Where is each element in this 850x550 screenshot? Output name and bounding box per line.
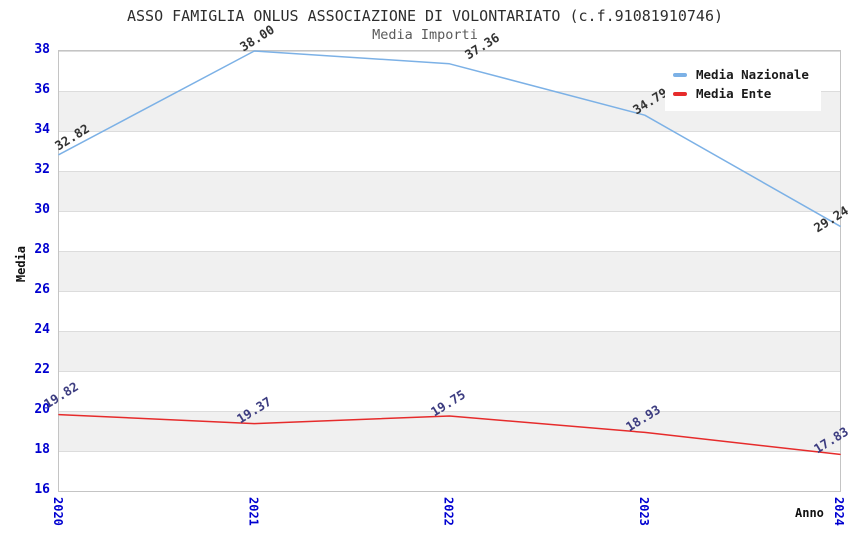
chart-subtitle: Media Importi: [372, 27, 478, 43]
legend-item-0: Media Nazionale: [673, 67, 809, 83]
series-lines: [58, 50, 841, 456]
y-tick-label: 30: [34, 202, 50, 217]
y-tick-label: 28: [34, 242, 50, 257]
x-axis-label: Anno: [795, 506, 824, 520]
y-axis-label: Media: [14, 246, 28, 283]
y-tick-label: 20: [34, 402, 50, 417]
legend: Media Nazionale Media Ente: [665, 58, 821, 111]
x-tick-label: 2024: [832, 497, 846, 526]
x-tick-label: 2023: [636, 497, 651, 526]
legend-label: Media Ente: [696, 86, 772, 101]
x-tick-label: 2021: [246, 497, 261, 526]
legend-line-swatch: [673, 92, 687, 96]
y-tick-label: 24: [34, 322, 50, 337]
legend-item-1: Media Ente: [673, 86, 809, 102]
y-tick-label: 36: [34, 82, 50, 97]
legend-label: Media Nazionale: [696, 67, 809, 82]
y-tick-label: 16: [34, 482, 50, 497]
y-tick-label: 38: [34, 42, 50, 57]
series-line: [58, 50, 841, 227]
chart-title: ASSO FAMIGLIA ONLUS ASSOCIAZIONE DI VOLO…: [126, 7, 724, 25]
series-line: [58, 413, 841, 456]
legend-line-swatch: [673, 73, 687, 77]
plot-area: [58, 50, 841, 492]
x-tick-label: 2022: [441, 497, 456, 526]
y-tick-label: 34: [34, 122, 50, 137]
y-tick-label: 32: [34, 162, 50, 177]
x-tick-label: 2020: [51, 497, 65, 526]
y-tick-label: 18: [34, 442, 50, 457]
y-tick-label: 22: [34, 362, 50, 377]
y-tick-label: 26: [34, 282, 50, 297]
